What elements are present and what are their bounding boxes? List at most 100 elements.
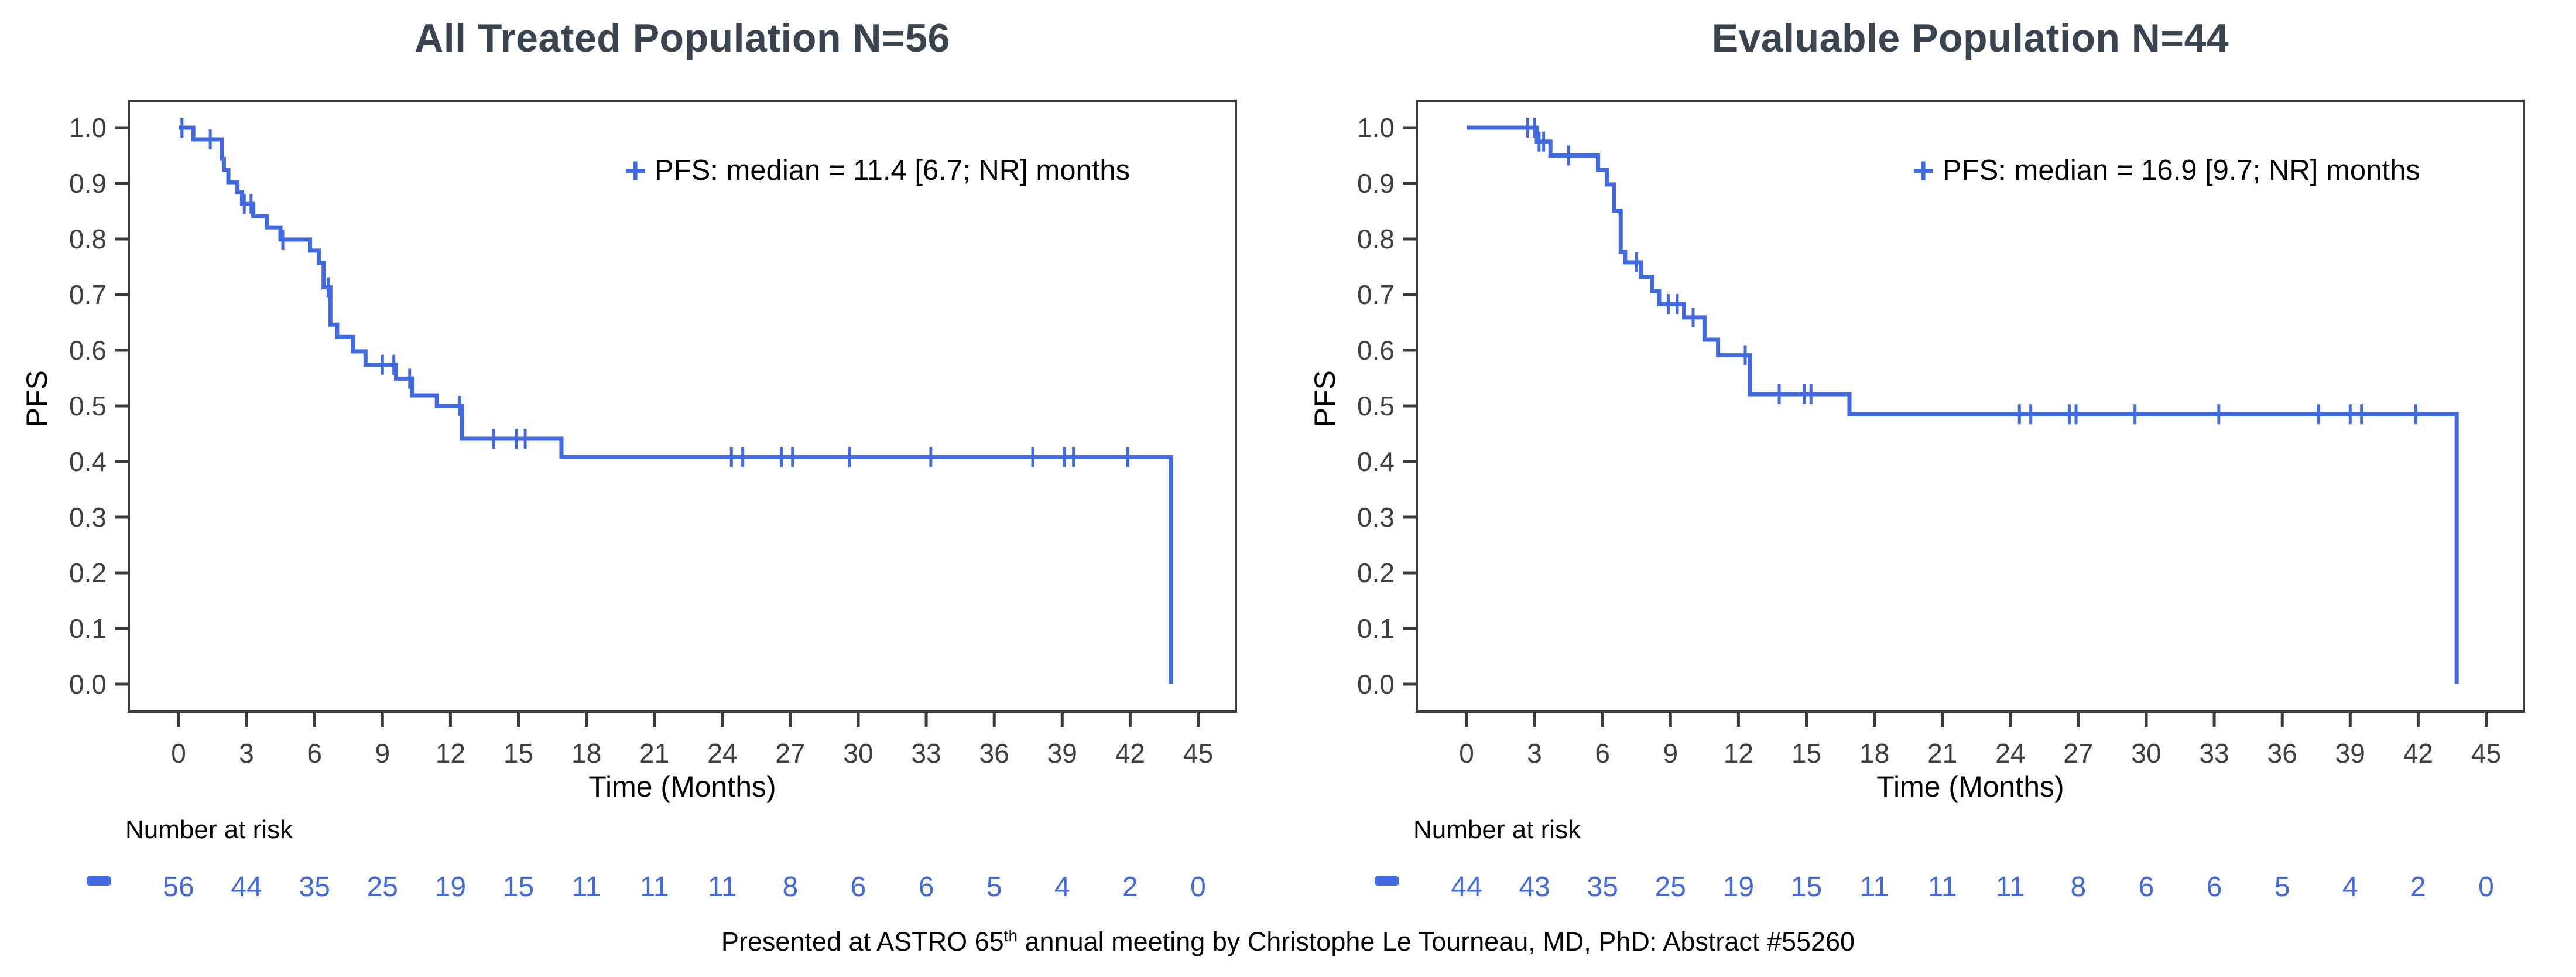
x-tick-label: 9	[375, 738, 390, 768]
risk-count: 44	[231, 872, 262, 903]
y-tick-label: 1.0	[1357, 112, 1395, 143]
km-curve	[179, 125, 1173, 684]
risk-count: 11	[572, 872, 601, 903]
x-tick-label: 3	[1527, 738, 1542, 768]
risk-count: 35	[299, 872, 330, 903]
y-tick-label: 0.2	[1357, 558, 1395, 588]
plus-marker-icon: +	[624, 149, 646, 192]
x-tick-label: 9	[1663, 738, 1678, 768]
x-tick-label: 30	[2131, 738, 2161, 768]
footer-superscript: th	[1003, 927, 1018, 945]
y-tick-label: 0.5	[69, 391, 107, 421]
footer-text: annual meeting by Christophe Le Tourneau…	[1018, 927, 1855, 956]
risk-count: 25	[1655, 872, 1686, 903]
risk-count: 8	[2071, 872, 2087, 903]
x-tick-label: 39	[2335, 738, 2365, 768]
x-tick-label: 30	[843, 738, 873, 768]
y-tick-label: 0.9	[69, 168, 107, 199]
risk-count: 11	[1860, 872, 1889, 903]
x-tick-label: 21	[639, 738, 669, 768]
y-tick-label: 0.4	[1357, 446, 1395, 477]
y-tick-label: 0.7	[69, 279, 107, 310]
footer-text: Presented at ASTRO 65	[721, 927, 1004, 956]
x-tick-label: 42	[2403, 738, 2433, 768]
legend-label: PFS: median = 16.9 [9.7; NR] months	[1943, 155, 2420, 186]
x-tick-label: 36	[2267, 738, 2297, 768]
y-tick-label: 0.6	[1357, 335, 1395, 365]
km-plot-evaluable: 1.00.90.80.70.60.50.40.30.20.10.00 3 6 9 12 1…	[1357, 100, 2525, 903]
x-tick-label: 15	[1791, 738, 1821, 768]
x-tick-label: 6	[307, 738, 322, 768]
risk-group-marker	[1375, 876, 1399, 886]
x-tick-label: 24	[707, 738, 737, 768]
y-tick-label: 0.8	[1357, 224, 1395, 254]
risk-count: 2	[1122, 872, 1138, 903]
x-tick-label: 42	[1115, 738, 1145, 768]
x-tick-label: 27	[775, 738, 805, 768]
panel-evaluable: 1.0 0.9 0.8 0.7 0.6 0.5 0.4 0.3 0.2 0.1 0.0 0 3 6 9 12 1…	[1288, 0, 2576, 914]
y-tick-label: 0.7	[1357, 279, 1395, 310]
x-tick-label: 12	[436, 738, 465, 768]
risk-count: 4	[1054, 872, 1070, 903]
x-tick-label: 18	[1859, 738, 1889, 768]
risk-count: 25	[367, 872, 398, 903]
y-tick-label: 0.1	[1357, 613, 1395, 644]
panel-all-treated: 1.0 0.9 0.8 0.7 0.6 0.5 0.4 0.3 0.2 0.1 0.0 0 3 6 9 12 1…	[0, 0, 1288, 914]
y-tick-label: 0.3	[1357, 502, 1395, 532]
risk-count: 0	[2478, 872, 2494, 903]
y-tick-label: 0.0	[69, 669, 107, 699]
risk-count: 56	[163, 872, 194, 903]
x-tick-label: 0	[171, 738, 186, 768]
legend-label: PFS: median = 11.4 [6.7; NR] months	[655, 155, 1131, 186]
plus-marker-icon: +	[1912, 149, 1934, 192]
x-tick-label: 3	[239, 738, 254, 768]
x-axis-label: Time (Months)	[588, 770, 776, 803]
number-at-risk-label: Number at risk	[1413, 815, 1581, 844]
number-at-risk-label: Number at risk	[125, 815, 293, 844]
y-tick-label: 0.1	[69, 613, 107, 644]
x-axis-label: Time (Months)	[1876, 770, 2064, 803]
risk-count: 11	[640, 872, 669, 903]
x-tick-label: 27	[2063, 738, 2093, 768]
y-tick-label: 0.4	[69, 446, 107, 477]
km-plot-all-treated: 1.00.90.80.70.60.50.40.30.20.10.00 3 6 9 12 1…	[69, 100, 1237, 903]
legend: + PFS: median = 11.4 [6.7; NR] months	[616, 151, 1130, 190]
risk-count: 19	[435, 872, 466, 903]
plot-border	[128, 100, 1237, 713]
x-tick-label: 12	[1724, 738, 1753, 768]
risk-count: 15	[503, 872, 534, 903]
risk-count: 35	[1587, 872, 1618, 903]
x-tick-label: 45	[2471, 738, 2501, 768]
risk-group-marker	[87, 876, 111, 886]
risk-count: 6	[919, 872, 934, 903]
y-tick-label: 0.6	[69, 335, 107, 365]
x-tick-label: 45	[1183, 738, 1213, 768]
x-tick-label: 33	[2200, 738, 2229, 768]
risk-count: 6	[2207, 872, 2222, 903]
risk-count: 19	[1723, 872, 1754, 903]
y-axis-label: PFS	[1308, 370, 1341, 428]
risk-count: 8	[783, 872, 799, 903]
x-tick-label: 0	[1459, 738, 1474, 768]
x-tick-label: 18	[571, 738, 601, 768]
x-tick-label: 36	[979, 738, 1009, 768]
risk-count: 5	[2274, 872, 2290, 903]
risk-count: 2	[2410, 872, 2426, 903]
plot-border	[1416, 100, 2525, 713]
y-tick-label: 0.0	[1357, 669, 1395, 699]
attribution-footer: Presented at ASTRO 65th annual meeting b…	[0, 927, 2576, 957]
x-tick-label: 24	[1995, 738, 2025, 768]
y-axis-label: PFS	[20, 370, 53, 428]
x-tick-label: 15	[503, 738, 533, 768]
risk-count: 6	[851, 872, 866, 903]
x-tick-label: 33	[912, 738, 941, 768]
risk-count: 6	[2139, 872, 2154, 903]
y-tick-label: 1.0	[69, 112, 107, 143]
legend: + PFS: median = 16.9 [9.7; NR] months	[1904, 151, 2420, 190]
risk-count: 11	[1928, 872, 1957, 903]
risk-count: 4	[2342, 872, 2358, 903]
risk-count: 44	[1451, 872, 1482, 903]
risk-count: 15	[1791, 872, 1822, 903]
risk-count: 11	[1996, 872, 2025, 903]
